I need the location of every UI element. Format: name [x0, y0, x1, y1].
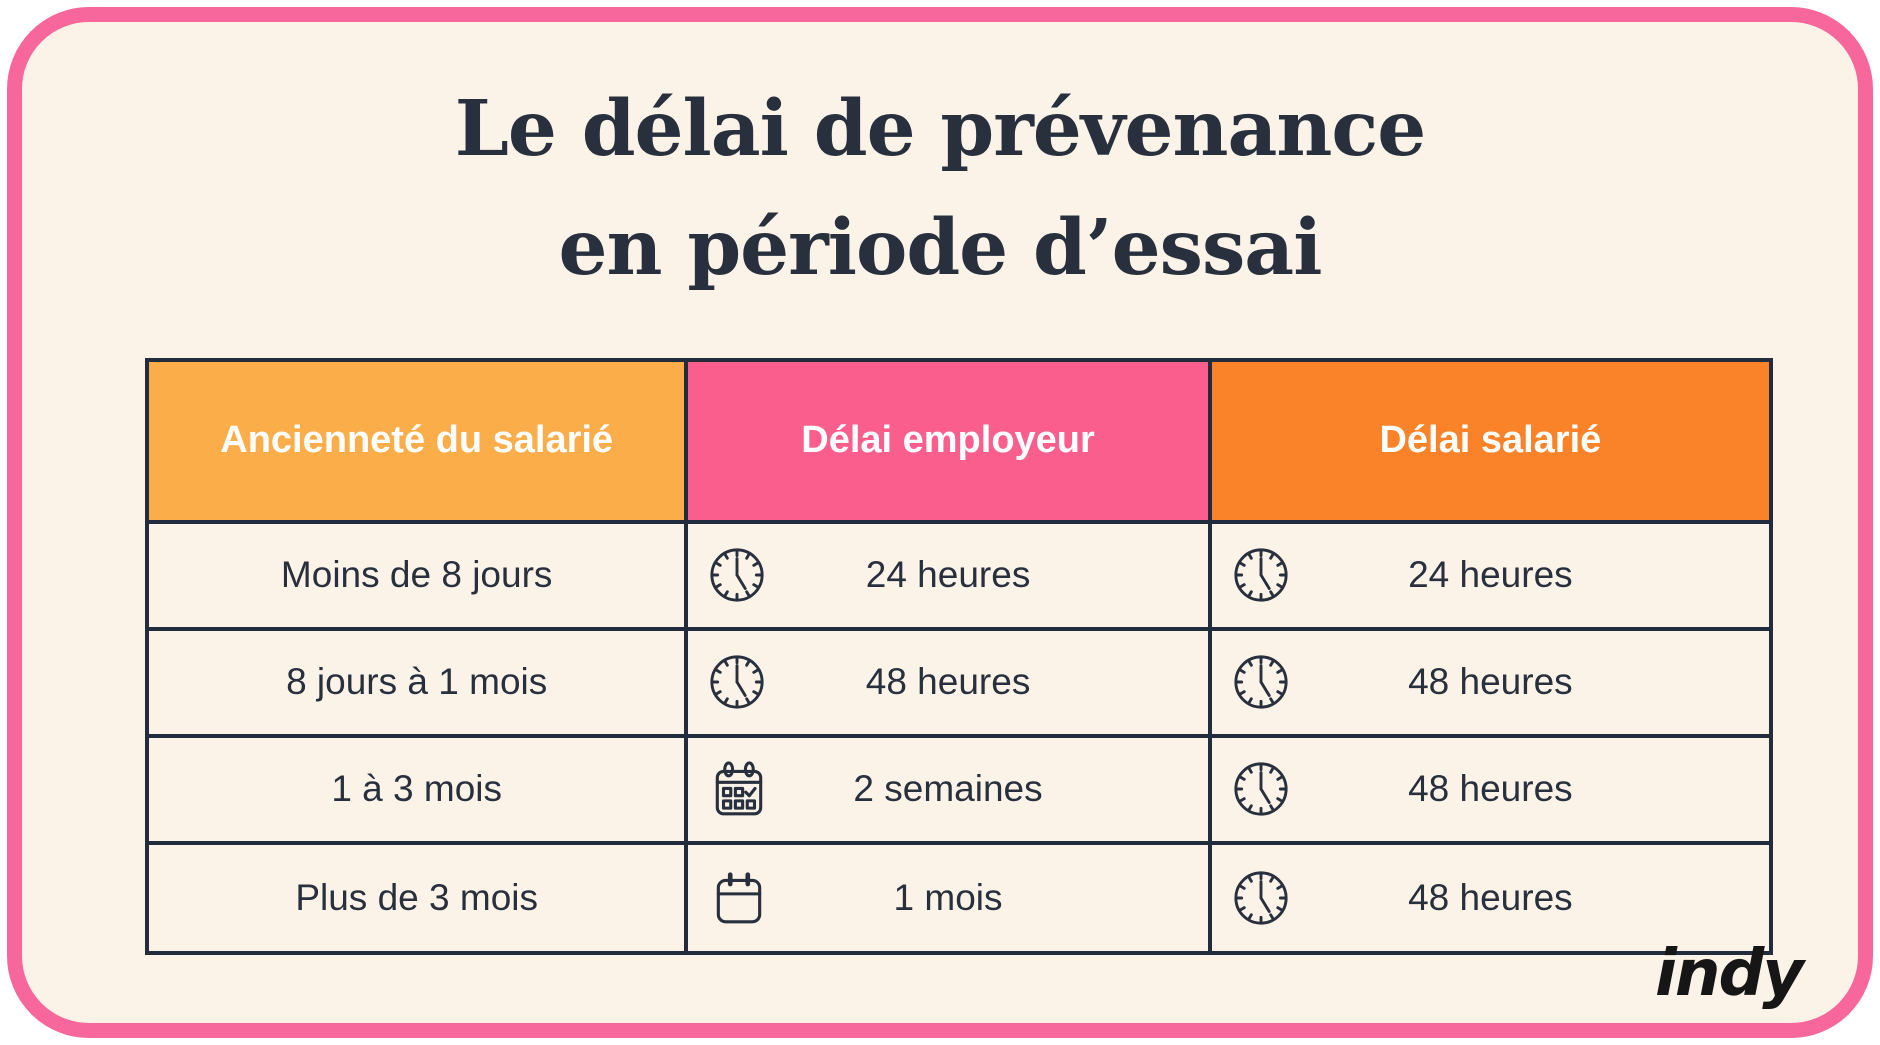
cell-text: 1 mois	[893, 876, 1003, 918]
clock-icon	[708, 546, 766, 604]
header-label: Délai salarié	[1379, 419, 1602, 462]
cell-text: 48 heures	[1408, 876, 1573, 918]
cell-text: 24 heures	[1408, 554, 1573, 596]
cell-text: 1 à 3 mois	[331, 768, 503, 810]
clock-icon	[708, 653, 766, 711]
clock-icon	[1232, 869, 1290, 927]
cell-anciennete: Plus de 3 mois	[149, 844, 685, 951]
cell-delai-employeur: 1 mois	[688, 844, 1208, 951]
header-delai-employeur: Délai employeur	[688, 362, 1208, 520]
title-line-2: en période d’essai	[558, 203, 1323, 293]
header-label: Délai employeur	[801, 419, 1095, 462]
calendar-icon	[708, 867, 770, 929]
cell-text: 24 heures	[865, 554, 1031, 596]
clock-icon	[1232, 546, 1290, 604]
cell-delai-employeur: 24 heures	[688, 523, 1208, 627]
cell-delai-employeur: 2 semaines	[688, 737, 1208, 841]
indy-logo: indy	[1654, 937, 1804, 1011]
cell-anciennete: Moins de 8 jours	[149, 523, 685, 627]
cell-text: 48 heures	[865, 661, 1031, 703]
title-line-1: Le délai de prévenance	[454, 84, 1426, 174]
cell-text: 8 jours à 1 mois	[286, 661, 548, 703]
header-anciennete: Ancienneté du salarié	[149, 362, 685, 520]
cell-anciennete: 1 à 3 mois	[149, 737, 685, 841]
cell-delai-salarie: 48 heures	[1211, 630, 1769, 734]
page-title: Le délai de prévenance en période d’essa…	[22, 70, 1858, 308]
cell-text: 48 heures	[1408, 661, 1573, 703]
cell-text: 2 semaines	[853, 768, 1043, 810]
pink-frame: Le délai de prévenance en période d’essa…	[7, 7, 1873, 1038]
cell-delai-salarie: 48 heures	[1211, 844, 1769, 951]
cell-text: Moins de 8 jours	[280, 554, 553, 596]
notice-period-table: Ancienneté du salarié Délai employeur Dé…	[145, 358, 1773, 955]
cell-delai-salarie: 24 heures	[1211, 523, 1769, 627]
cell-delai-employeur: 48 heures	[688, 630, 1208, 734]
clock-icon	[1232, 760, 1290, 818]
header-delai-salarie: Délai salarié	[1211, 362, 1769, 520]
cell-delai-salarie: 48 heures	[1211, 737, 1769, 841]
clock-icon	[1232, 653, 1290, 711]
cell-text: Plus de 3 mois	[295, 876, 538, 918]
header-label: Ancienneté du salarié	[220, 419, 614, 462]
cell-text: 48 heures	[1408, 768, 1573, 810]
cell-anciennete: 8 jours à 1 mois	[149, 630, 685, 734]
calendar-check-icon	[708, 758, 770, 820]
